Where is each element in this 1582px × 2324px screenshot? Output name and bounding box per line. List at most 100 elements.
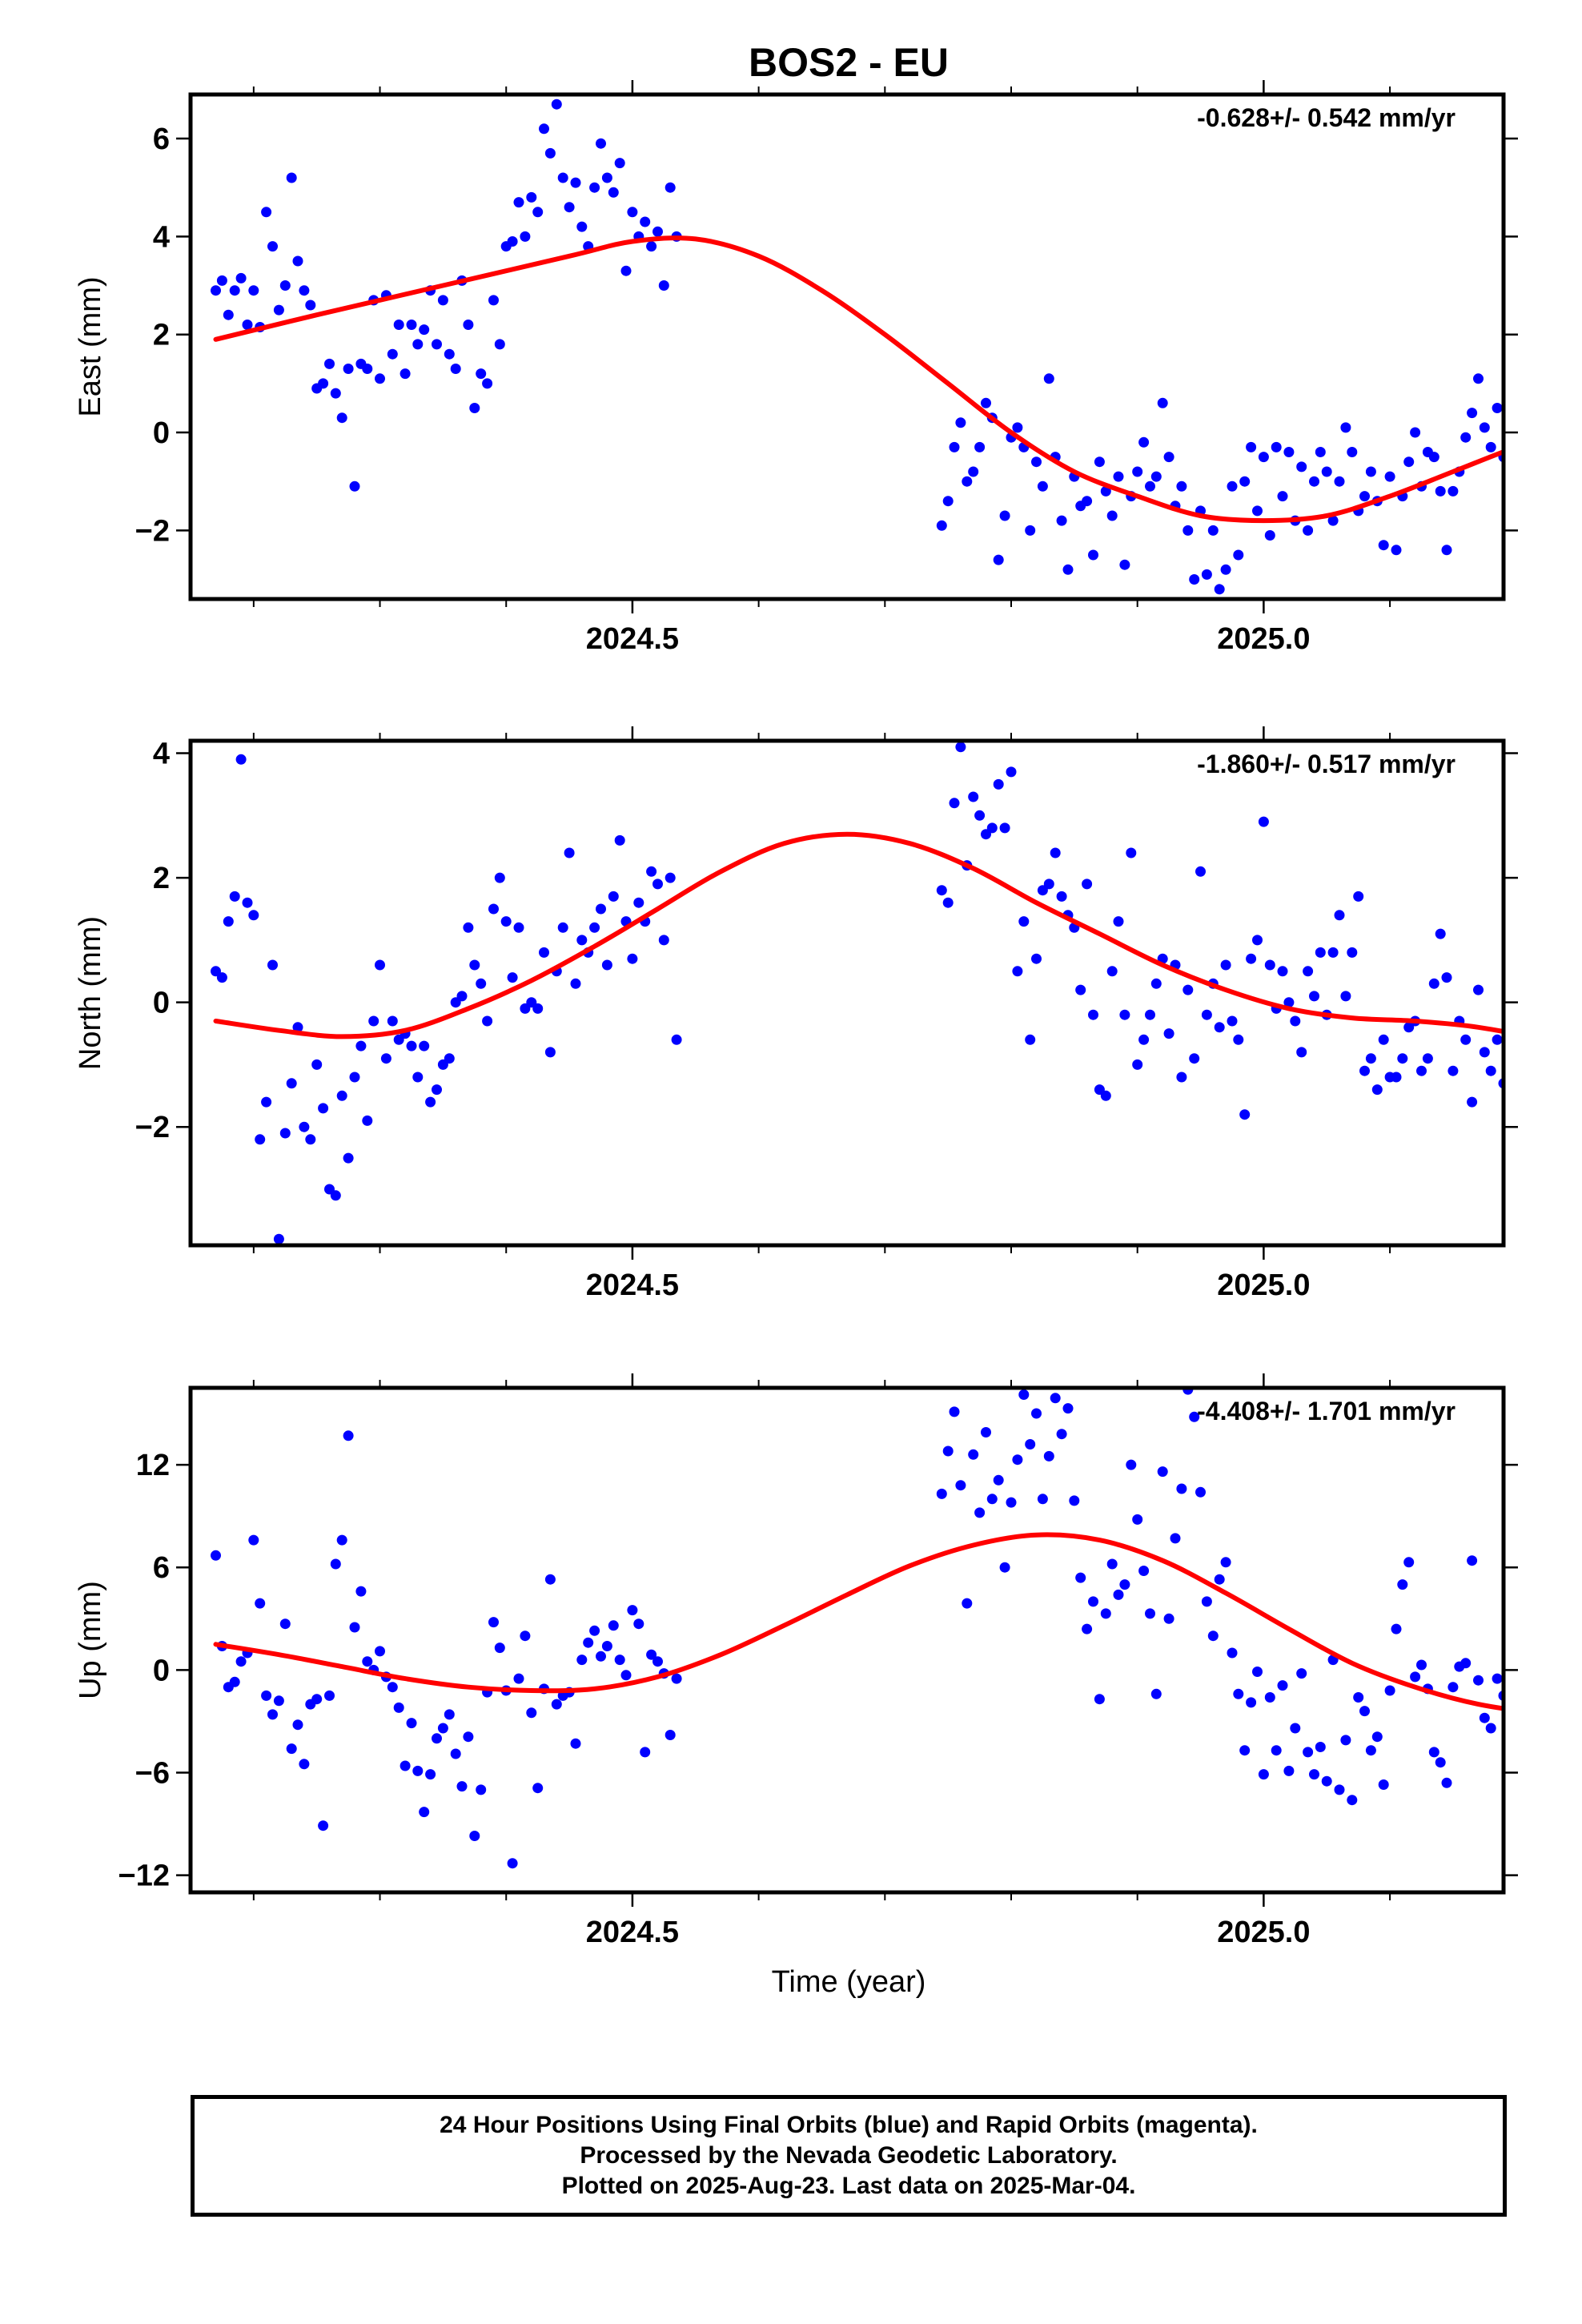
north-x-tick-label: 2025.0 [1217, 1269, 1310, 1302]
up-data-point [1163, 1613, 1174, 1624]
up-data-point [1094, 1694, 1105, 1705]
north-data-point [1006, 766, 1017, 778]
up-data-point [1145, 1608, 1155, 1619]
up-y-tick-label: −6 [135, 1757, 170, 1791]
east-data-point [1460, 432, 1472, 443]
up-data-point [1150, 1688, 1162, 1699]
north-data-point [1252, 935, 1263, 946]
up-data-point [986, 1494, 998, 1505]
north-data-point [349, 1072, 360, 1083]
north-data-point [482, 1015, 493, 1027]
north-data-point [267, 959, 278, 971]
up-data-point [1126, 1459, 1137, 1470]
east-data-point [1574, 447, 1582, 457]
north-data-point [1037, 885, 1048, 896]
east-data-point [1492, 403, 1503, 413]
north-data-point [292, 1022, 303, 1033]
up-data-point [1119, 1579, 1130, 1590]
up-panel: 2024.5 2025.0 −12 −6 0 6 12 Up (mm) -4.408+/- 1.… [74, 1373, 1528, 1949]
north-data-point [229, 891, 240, 902]
up-x-tick-label: 2024.5 [586, 1916, 679, 1949]
east-data-point [400, 368, 411, 380]
up-data-point [589, 1625, 600, 1636]
east-data-point [349, 480, 360, 492]
north-data-point [513, 922, 524, 933]
up-data-point [999, 1562, 1010, 1573]
north-data-point [564, 847, 575, 858]
up-data-point [1283, 1765, 1295, 1776]
east-data-point [589, 182, 600, 193]
north-data-point [406, 1040, 417, 1051]
up-data-point [255, 1598, 266, 1609]
north-data-point [1447, 1065, 1459, 1076]
east-data-point [999, 510, 1010, 521]
up-data-point [1062, 1403, 1074, 1414]
east-data-point [1100, 485, 1111, 497]
up-data-point [1460, 1658, 1472, 1669]
north-data-point [456, 991, 468, 1002]
north-data-point [211, 966, 221, 977]
chart-title: BOS2 - EU [749, 40, 949, 85]
east-data-point [1378, 540, 1389, 551]
east-data-point [1549, 384, 1560, 394]
north-data-point [1530, 985, 1540, 995]
up-data-point [1043, 1450, 1054, 1462]
north-data-point [1524, 1109, 1534, 1120]
east-data-point [1303, 525, 1314, 536]
north-data-point [1239, 1109, 1251, 1120]
east-data-points [211, 99, 1582, 595]
east-data-point [1031, 456, 1042, 468]
up-data-point [1233, 1688, 1244, 1699]
north-data-point [261, 1096, 272, 1108]
north-data-point [1340, 991, 1351, 1002]
north-data-point [532, 1003, 544, 1014]
north-data-point [463, 922, 474, 933]
footer-line-1: 24 Hour Positions Using Final Orbits (bl… [440, 2112, 1258, 2138]
east-data-point [437, 295, 448, 306]
north-data-point [1543, 1059, 1553, 1070]
north-data-point [1574, 1072, 1582, 1083]
up-data-point [1359, 1706, 1370, 1717]
up-data-point [1378, 1779, 1389, 1790]
north-data-point [1422, 1053, 1433, 1064]
up-data-point [1271, 1745, 1282, 1756]
north-data-point [355, 1040, 367, 1051]
north-data-point [1163, 1028, 1174, 1039]
east-data-point [551, 99, 562, 110]
east-data-point [1321, 466, 1332, 477]
east-data-point [1062, 564, 1074, 575]
east-data-point [1201, 569, 1212, 580]
east-data-point [1220, 564, 1231, 575]
east-data-point [1182, 525, 1194, 536]
north-data-point [1106, 966, 1118, 977]
north-data-point [955, 742, 966, 753]
east-data-point [1296, 461, 1307, 472]
up-data-point [235, 1656, 247, 1667]
east-data-point [526, 191, 537, 203]
up-data-point [463, 1731, 474, 1743]
north-y-tick-label: 0 [153, 987, 170, 1020]
up-data-point [671, 1673, 682, 1684]
north-data-point [500, 916, 512, 927]
east-data-point [330, 388, 341, 399]
east-data-point [305, 300, 316, 311]
north-data-point [1327, 947, 1339, 958]
up-data-point [1170, 1533, 1181, 1544]
north-data-point [993, 778, 1004, 790]
up-data-point [299, 1759, 310, 1770]
east-data-point [299, 285, 310, 296]
north-data-point [343, 1152, 354, 1164]
north-data-point [1371, 1084, 1383, 1096]
east-data-point [962, 476, 973, 487]
north-data-point [974, 810, 986, 821]
east-data-point [1233, 549, 1244, 561]
north-data-point [1138, 1034, 1150, 1045]
east-data-point [292, 255, 303, 267]
north-data-point [614, 834, 625, 846]
up-data-point [1056, 1429, 1067, 1440]
north-data-point [469, 959, 480, 971]
up-data-point [1517, 1638, 1528, 1648]
north-data-point [1246, 953, 1257, 964]
up-data-point [1410, 1671, 1421, 1683]
east-data-point [1252, 505, 1263, 517]
